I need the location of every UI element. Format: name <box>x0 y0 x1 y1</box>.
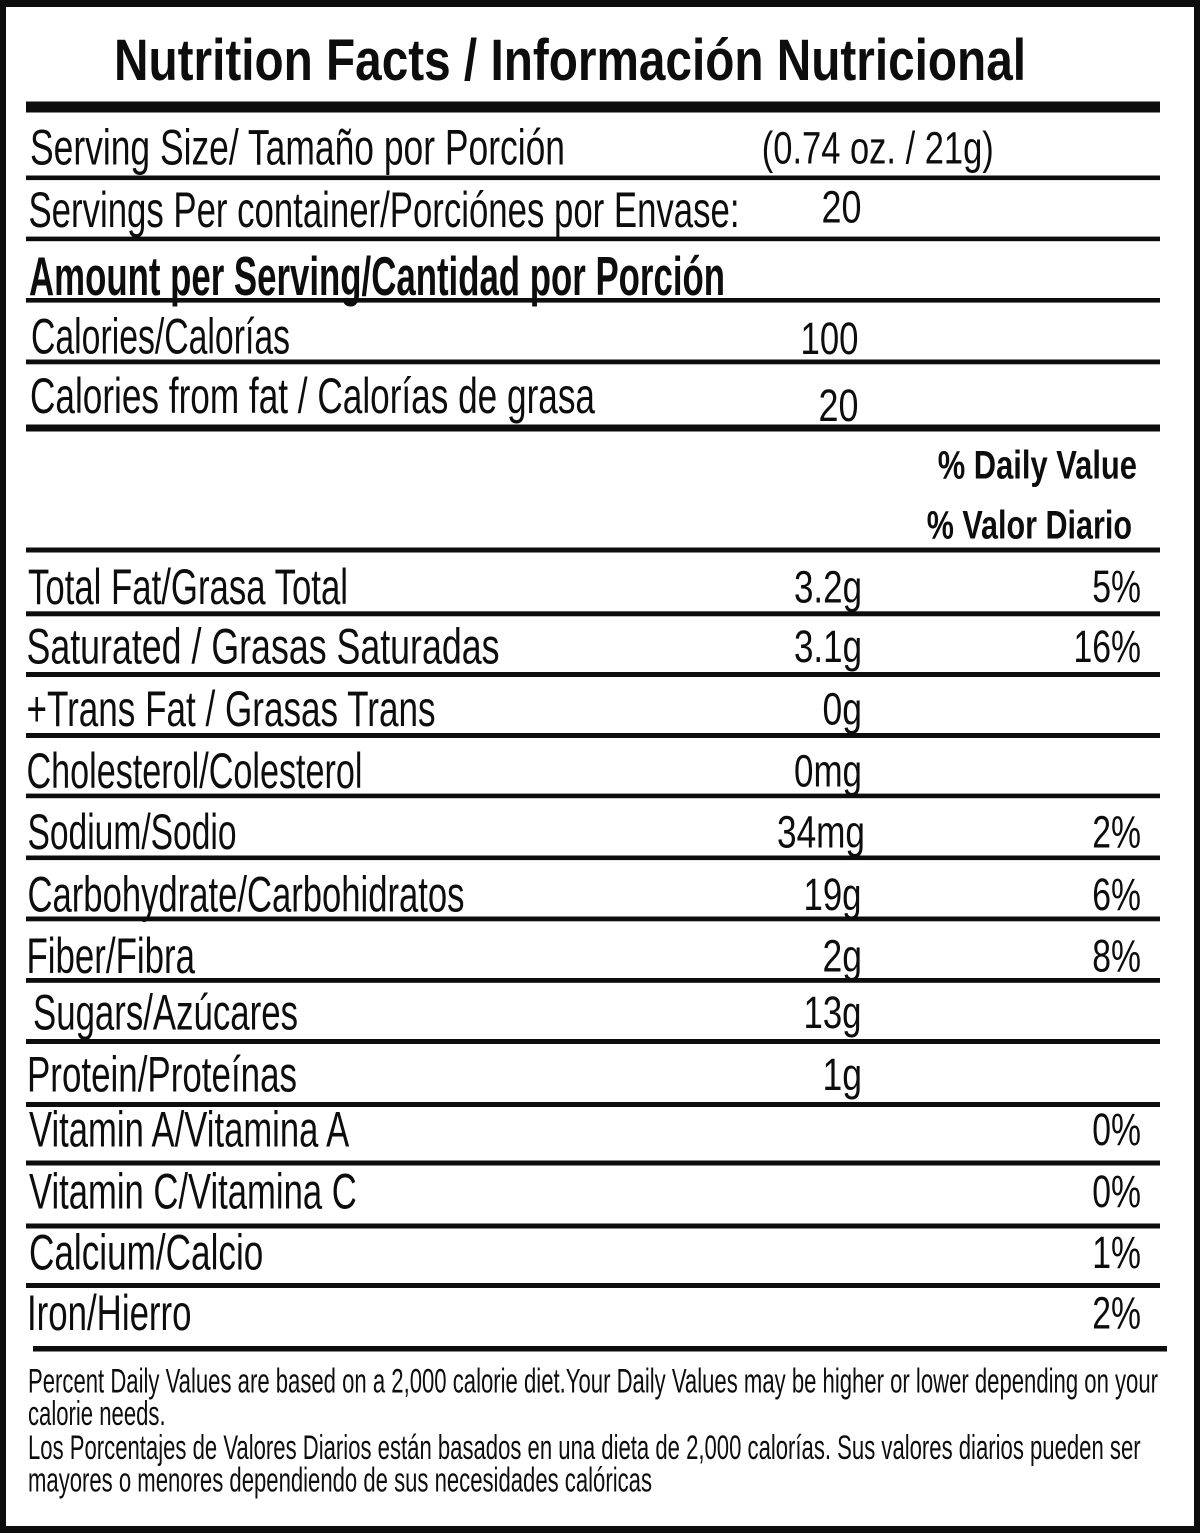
svg-text:Percent Daily Values are based: Percent Daily Values are based on a 2,00… <box>28 1363 1158 1401</box>
svg-text:Cholesterol/Colesterol: Cholesterol/Colesterol <box>27 743 363 799</box>
svg-text:% Valor Diario: % Valor Diario <box>927 504 1132 548</box>
svg-text:Calories/Calorías: Calories/Calorías <box>31 309 290 365</box>
svg-text:calorie needs.: calorie needs. <box>28 1395 166 1433</box>
svg-text:Vitamin A/Vitamina A: Vitamin A/Vitamina A <box>29 1102 350 1158</box>
svg-text:Los Porcentajes de Valores Dia: Los Porcentajes de Valores Diarios están… <box>28 1429 1141 1467</box>
svg-text:6%: 6% <box>1092 869 1141 920</box>
svg-text:Fiber/Fibra: Fiber/Fibra <box>27 928 196 984</box>
svg-text:0mg: 0mg <box>794 746 862 797</box>
svg-text:Total Fat/Grasa Total: Total Fat/Grasa Total <box>28 559 348 615</box>
svg-text:5%: 5% <box>1092 561 1141 612</box>
svg-text:Calcium/Calcio: Calcium/Calcio <box>29 1225 263 1281</box>
svg-text:Protein/Proteínas: Protein/Proteínas <box>27 1047 297 1103</box>
svg-text:Sodium/Sodio: Sodium/Sodio <box>28 804 237 860</box>
svg-text:Vitamin C/Vitamina C: Vitamin C/Vitamina C <box>29 1164 357 1220</box>
svg-text:0g: 0g <box>823 684 863 735</box>
svg-text:0%: 0% <box>1092 1166 1141 1217</box>
svg-text:Calories from fat / Calorías d: Calories from fat / Calorías de grasa <box>30 368 595 424</box>
svg-text:19g: 19g <box>804 869 862 920</box>
svg-text:Carbohydrate/Carbohidratos: Carbohydrate/Carbohidratos <box>28 867 465 923</box>
svg-text:Nutrition Facts / Información: Nutrition Facts / Información Nutriciona… <box>114 28 1026 93</box>
svg-text:mayores o menores dependiendo: mayores o menores dependiendo de sus nec… <box>28 1462 652 1500</box>
svg-text:3.1g: 3.1g <box>794 621 862 672</box>
svg-text:20: 20 <box>822 182 862 233</box>
svg-text:2g: 2g <box>823 931 863 982</box>
svg-text:+Trans Fat / Grasas Trans: +Trans Fat / Grasas Trans <box>27 681 436 737</box>
svg-text:34mg: 34mg <box>777 807 865 858</box>
svg-text:16%: 16% <box>1074 621 1142 672</box>
svg-text:8%: 8% <box>1092 931 1141 982</box>
svg-text:13g: 13g <box>804 987 862 1038</box>
svg-text:% Daily Value: % Daily Value <box>938 444 1137 488</box>
svg-text:Servings Per container/Porción: Servings Per container/Porciónes por Env… <box>29 182 740 238</box>
svg-text:2%: 2% <box>1092 1288 1141 1339</box>
svg-text:20: 20 <box>819 380 859 431</box>
svg-text:Sugars/Azúcares: Sugars/Azúcares <box>33 984 298 1040</box>
svg-text:Serving Size/ Tamaño por Porci: Serving Size/ Tamaño por Porción <box>30 120 565 176</box>
svg-text:100: 100 <box>801 313 859 364</box>
svg-text:1g: 1g <box>823 1049 863 1100</box>
svg-text:3.2g: 3.2g <box>794 562 862 613</box>
svg-text:1%: 1% <box>1092 1227 1141 1278</box>
svg-text:Saturated / Grasas Saturadas: Saturated / Grasas Saturadas <box>27 619 500 675</box>
svg-text:Iron/Hierro: Iron/Hierro <box>27 1285 192 1341</box>
svg-text:Amount per Serving/Cantidad po: Amount per Serving/Cantidad por Porción <box>29 246 725 307</box>
svg-text:0%: 0% <box>1092 1104 1141 1155</box>
svg-text:(0.74 oz. / 21g): (0.74 oz. / 21g) <box>762 123 994 174</box>
svg-text:2%: 2% <box>1092 807 1141 858</box>
